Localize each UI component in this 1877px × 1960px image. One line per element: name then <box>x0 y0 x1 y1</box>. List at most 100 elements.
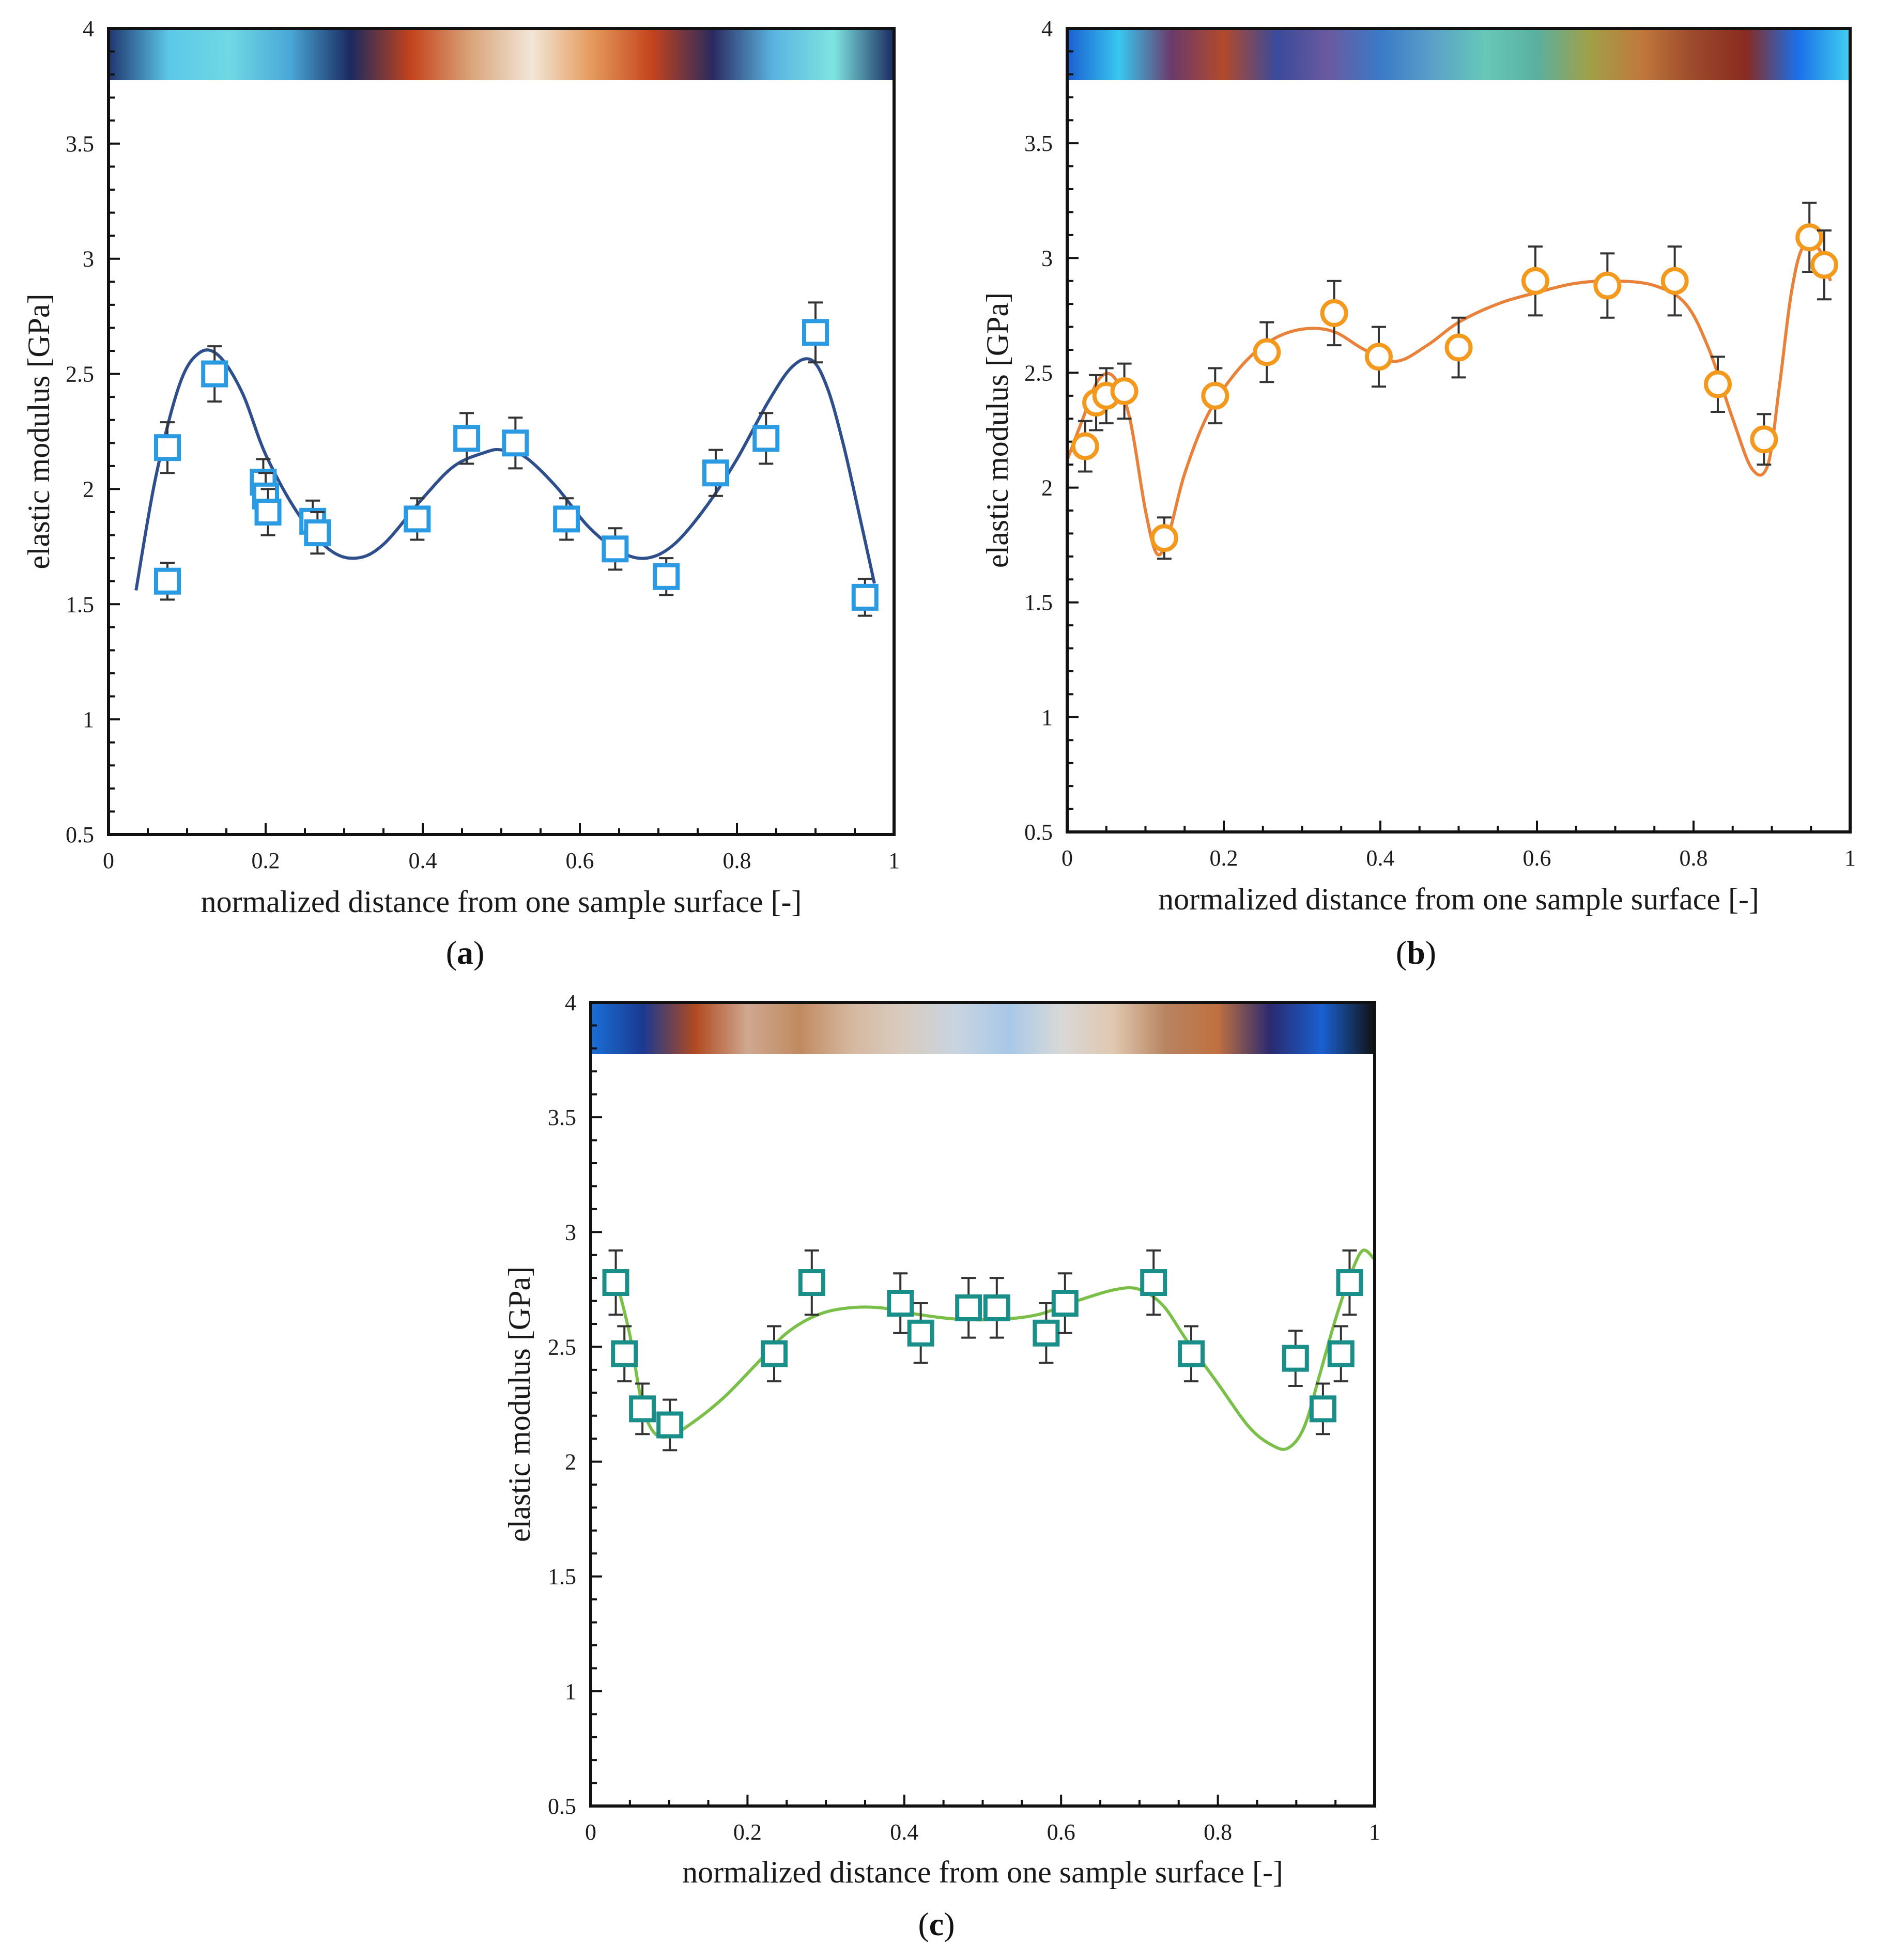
chart-b-y-tick-label: 1.5 <box>1024 590 1053 615</box>
chart-c-y-tick-label: 2 <box>565 1449 576 1475</box>
chart-a-data-point <box>304 519 331 547</box>
chart-c-y-axis: 0.5 1 1.5 2 2.5 3 3.5 4 <box>548 990 602 1819</box>
chart-c-x-axis: 0 0.2 0.4 0.6 0.8 1 <box>585 1795 1380 1845</box>
chart-b-data-point <box>1150 524 1178 552</box>
chart-b-plot-frame <box>1066 27 1852 834</box>
chart-c-y-tick-label: 4 <box>565 990 576 1015</box>
chart-c-y-tick-label: 1 <box>565 1679 576 1704</box>
chart-a-data-point <box>502 429 529 457</box>
chart-c-y-tick-label: 3.5 <box>548 1105 576 1130</box>
chart-c-sample-image-strip <box>591 1002 1375 1054</box>
chart-b-y-tick-label: 2.5 <box>1024 360 1053 385</box>
chart-b-x-tick-label: 0.6 <box>1523 845 1551 871</box>
chart-b-y-tick-label: 1 <box>1041 705 1053 730</box>
chart-a-data-point <box>802 319 829 346</box>
chart-c-data-point <box>760 1340 788 1367</box>
chart-b-y-tick-label: 0.5 <box>1024 820 1053 845</box>
chart-b-data-point <box>1593 271 1622 300</box>
chart-b-data-point <box>1201 381 1229 410</box>
chart-a-x-tick-label: 0.6 <box>566 848 594 873</box>
chart-a-y-tick-label: 2.5 <box>66 362 94 387</box>
chart-c-data-point <box>907 1319 934 1347</box>
chart-a-data-point <box>453 425 481 452</box>
chart-a-data-point <box>702 459 729 487</box>
chart-c-x-tick-label: 0.4 <box>890 1819 918 1845</box>
chart-a-data-point <box>752 425 780 452</box>
chart-a-y-tick-label: 3 <box>83 246 94 272</box>
chart-b-y-axis-label: elastic modulus [GPa] <box>980 292 1014 568</box>
chart-b-x-axis-label: normalized distance from one sample surf… <box>1158 882 1759 916</box>
chart-c-fit-curve <box>617 1248 1376 1451</box>
chart-c-y-axis-label: elastic modulus [GPa] <box>502 1267 536 1542</box>
chart-a-x-tick-label: 0.8 <box>723 848 751 873</box>
chart-c-x-tick-label: 0.6 <box>1047 1819 1075 1845</box>
chart-b-data-point <box>1750 425 1778 454</box>
chart-c-data-point <box>1033 1319 1060 1347</box>
chart-c-data-point <box>656 1411 684 1439</box>
chart-a-data-point <box>154 434 181 461</box>
chart-a-data-point <box>154 567 181 595</box>
chart-a-y-tick-label: 4 <box>83 16 94 41</box>
chart-a-data-point <box>653 563 680 590</box>
chart-a-data-point <box>404 505 431 533</box>
chart-b-data-point <box>1444 333 1473 362</box>
chart-a-plot-frame <box>107 27 896 836</box>
chart-a-data-point <box>254 499 282 526</box>
chart-b-fit-curve <box>1066 241 1832 557</box>
chart-c-svg: 0 0.2 0.4 0.6 0.8 1 0.5 1 1.5 2 2.5 3 3.5 4 normalized… <box>502 990 1380 1942</box>
chart-c-y-tick-label: 3 <box>565 1220 576 1245</box>
chart-a-data-point <box>602 535 629 563</box>
chart-a-data-series <box>154 301 879 617</box>
chart-b-data-point <box>1253 338 1281 366</box>
chart-a-data-point <box>201 360 228 388</box>
chart-c-x-axis-label: normalized distance from one sample surf… <box>682 1855 1283 1889</box>
chart-a-sample-image-strip <box>109 28 894 80</box>
chart-c-y-tick-label: 0.5 <box>548 1794 576 1819</box>
chart-b-data-point <box>1703 370 1732 398</box>
chart-a-x-tick-label: 1 <box>888 848 900 873</box>
chart-panel-a: 0 0.2 0.4 0.6 0.8 1 0.5 1 1.5 2 2.5 3 3.5 4 normalized… <box>0 0 951 982</box>
chart-c-data-series <box>602 1249 1363 1452</box>
chart-b-data-series <box>1071 202 1839 560</box>
chart-c-data-point <box>602 1269 629 1297</box>
chart-b-y-axis: 0.5 1 1.5 2 2.5 3 3.5 4 <box>1024 16 1079 845</box>
chart-b-sample-image-strip <box>1067 28 1850 80</box>
chart-b-svg: 0 0.2 0.4 0.6 0.8 1 0.5 1 1.5 2 2.5 3 3.5 4 normalized… <box>980 16 1856 971</box>
chart-b-x-tick-label: 0 <box>1061 845 1073 871</box>
chart-a-data-point <box>553 505 580 533</box>
chart-a-y-axis: 0.5 1 1.5 2 2.5 3 3.5 4 <box>66 16 120 847</box>
chart-b-x-tick-label: 0.8 <box>1680 845 1708 871</box>
chart-b-data-point <box>1521 267 1549 295</box>
chart-a-fit-curve <box>134 348 876 591</box>
chart-c-data-point <box>1327 1340 1355 1367</box>
chart-c-data-point <box>1309 1395 1336 1423</box>
chart-b-data-point <box>1364 343 1393 371</box>
chart-a-data-point <box>851 583 879 611</box>
chart-b-data-point <box>1320 299 1348 327</box>
chart-c-data-point <box>1051 1290 1079 1317</box>
chart-a-y-tick-label: 2 <box>83 476 94 502</box>
chart-c-data-point <box>1140 1269 1167 1297</box>
chart-c-x-tick-label: 1 <box>1369 1819 1380 1845</box>
chart-c-data-point <box>1336 1269 1363 1297</box>
chart-b-y-tick-label: 3 <box>1041 245 1053 271</box>
chart-a-x-tick-label: 0.4 <box>409 848 437 873</box>
chart-panel-b: 0 0.2 0.4 0.6 0.8 1 0.5 1 1.5 2 2.5 3 3.5 4 normalized… <box>956 0 1877 982</box>
chart-a-y-tick-label: 1 <box>83 707 94 732</box>
chart-b-data-point <box>1071 432 1099 460</box>
chart-c-data-point <box>955 1294 982 1321</box>
chart-a-y-tick-label: 0.5 <box>66 822 94 847</box>
chart-c-x-tick-label: 0 <box>585 1819 596 1845</box>
chart-a-x-tick-label: 0.2 <box>252 848 280 873</box>
chart-c-data-point <box>887 1290 914 1317</box>
chart-b-data-point <box>1660 267 1689 295</box>
chart-b-data-point <box>1795 223 1824 252</box>
chart-c-y-tick-label: 1.5 <box>548 1564 576 1589</box>
chart-b-y-tick-label: 3.5 <box>1024 131 1053 156</box>
chart-a-y-tick-label: 3.5 <box>66 131 94 157</box>
chart-b-x-tick-label: 1 <box>1844 845 1856 871</box>
chart-a-panel-letter: (a) <box>446 934 485 971</box>
chart-a-y-tick-label: 1.5 <box>66 592 94 617</box>
chart-a-x-axis: 0 0.2 0.4 0.6 0.8 1 <box>103 823 900 873</box>
chart-b-data-point <box>1810 251 1839 279</box>
